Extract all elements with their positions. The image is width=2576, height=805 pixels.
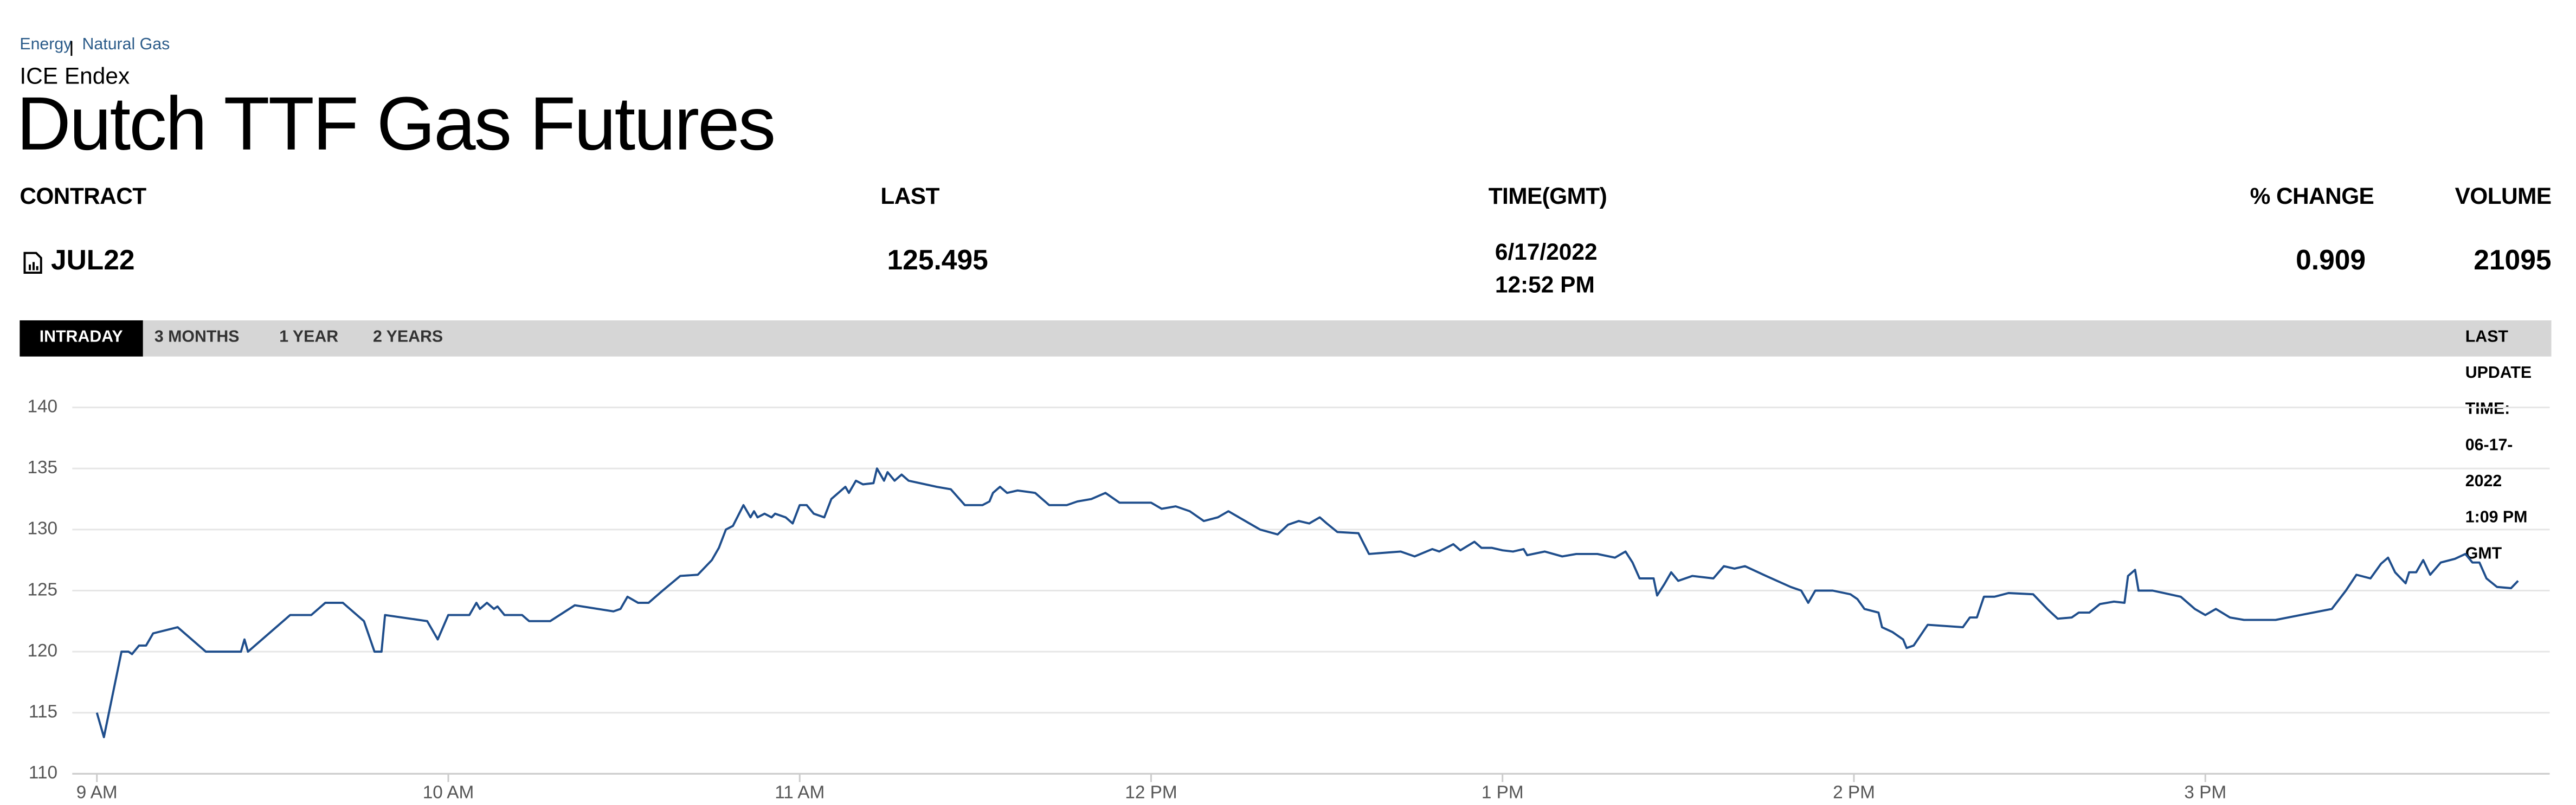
column-header: TIME(GMT) bbox=[1488, 182, 1607, 209]
tab[interactable]: 2 YEARS bbox=[372, 329, 443, 347]
tab-bar: INTRADAY 3 MONTHS 1 YEAR 2 YEARS LAST UP… bbox=[20, 320, 2552, 564]
price-line bbox=[95, 467, 2519, 738]
contract-icon[interactable] bbox=[23, 252, 44, 274]
x-tick-label: 11 AM bbox=[775, 783, 825, 803]
trade-time: 12:52 PM bbox=[1495, 271, 1595, 298]
y-tick-label: 130 bbox=[27, 519, 57, 539]
x-tick-label: 9 AM bbox=[76, 783, 118, 803]
x-tick-label: 1 PM bbox=[1482, 783, 1524, 803]
column-header: CONTRACT bbox=[20, 182, 146, 209]
y-tick-label: 115 bbox=[29, 702, 57, 722]
tab[interactable]: 1 YEAR bbox=[279, 329, 339, 347]
last-update: LAST UPDATE TIME: 06-17-2022 1:09 PM GMT bbox=[2465, 329, 2532, 564]
tab[interactable]: INTRADAY bbox=[20, 320, 143, 357]
column-header: VOLUME bbox=[2455, 182, 2552, 209]
trade-date: 6/17/2022 bbox=[1495, 238, 1598, 265]
y-tick-label: 120 bbox=[27, 641, 57, 661]
column-header: % CHANGE bbox=[2250, 182, 2374, 209]
x-tick-label: 3 PM bbox=[2184, 783, 2226, 803]
breadcrumb-separator bbox=[70, 41, 73, 56]
breadcrumb-link[interactable]: Energy bbox=[20, 36, 72, 55]
tab[interactable]: 3 MONTHS bbox=[154, 329, 240, 347]
contract[interactable]: JUL22 bbox=[50, 244, 135, 276]
exchange: ICE Endex bbox=[20, 62, 130, 89]
x-tick-label: 2 PM bbox=[1833, 783, 1875, 803]
y-tick-label: 110 bbox=[29, 763, 57, 783]
breadcrumb-link[interactable]: Natural Gas bbox=[82, 36, 170, 55]
price-chart: 110 115 120 125 130 135 140 9 AM 10 AM 11 AM 12 PM… bbox=[27, 396, 2550, 803]
x-tick-label: 10 AM bbox=[423, 783, 474, 803]
y-tick-label: 125 bbox=[27, 579, 57, 600]
volume: 21095 bbox=[2474, 244, 2552, 276]
last-price: 125.495 bbox=[887, 244, 988, 276]
column-header: LAST bbox=[880, 182, 939, 209]
x-tick-label: 12 PM bbox=[1125, 783, 1177, 803]
y-tick-label: 140 bbox=[27, 396, 57, 416]
y-tick-label: 135 bbox=[27, 458, 57, 478]
page-title: Dutch TTF Gas Futures bbox=[16, 80, 776, 166]
percent-change: 0.909 bbox=[2296, 244, 2366, 276]
